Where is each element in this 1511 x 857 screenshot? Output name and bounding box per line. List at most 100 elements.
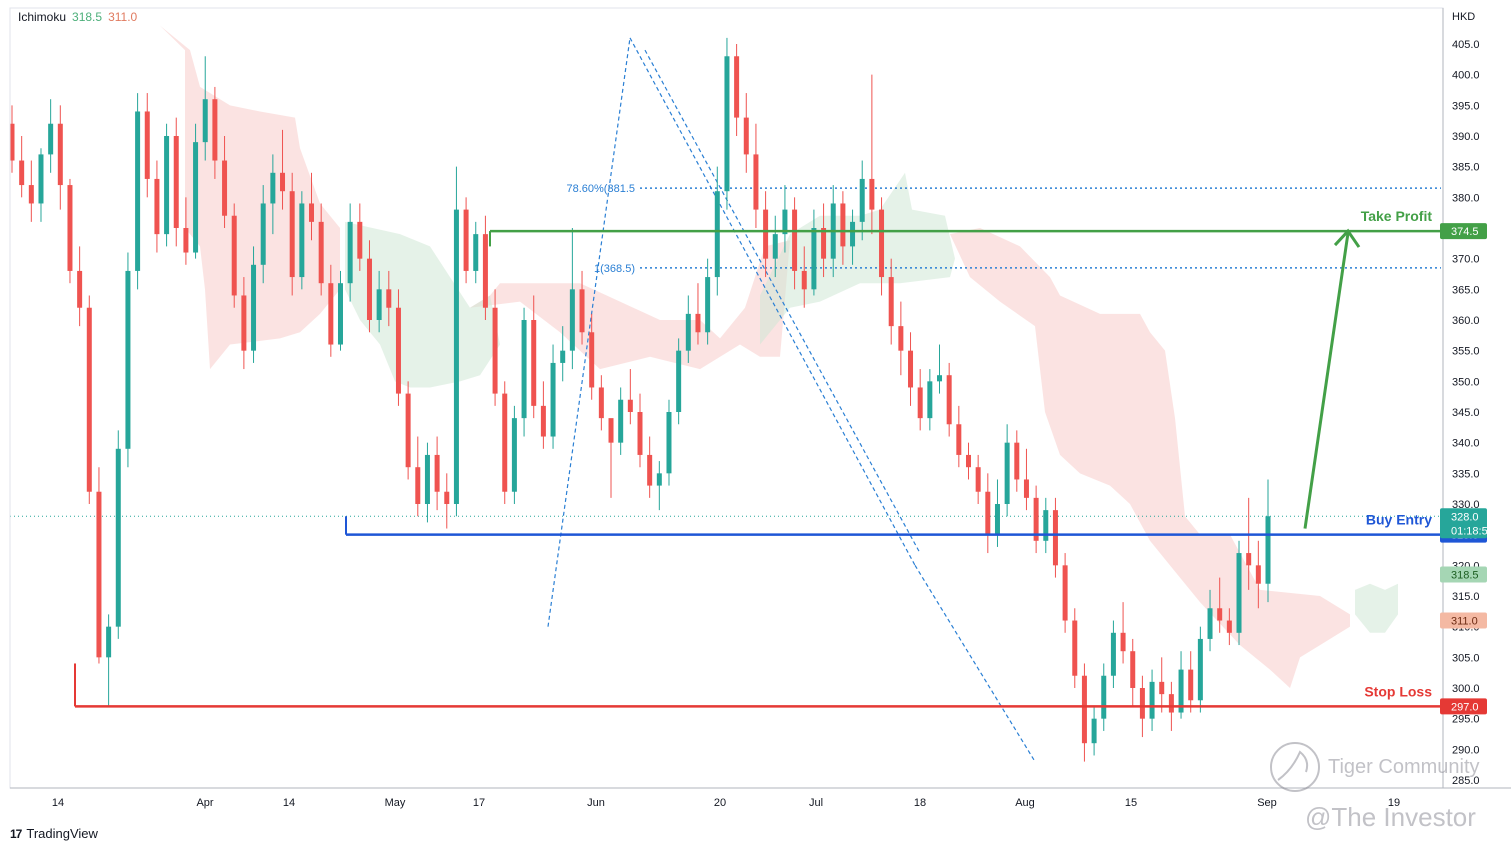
candle-body (743, 117, 749, 155)
candle-body (879, 209, 885, 278)
candle-body (579, 289, 585, 333)
candle (241, 277, 247, 370)
candle-body (299, 203, 305, 278)
arrow-head (1333, 228, 1361, 248)
candle-body (357, 221, 363, 259)
candle-body (424, 454, 430, 504)
candle-body (347, 221, 353, 284)
candle (202, 56, 208, 161)
candle-body (67, 185, 73, 271)
x-tick-label: 14 (283, 797, 295, 809)
candle (1004, 424, 1010, 517)
candle-body (1188, 669, 1194, 701)
candle-body (1130, 651, 1136, 688)
candle (164, 123, 170, 247)
y-tick-label: 395.0 (1452, 100, 1480, 112)
cloud-bullish-3 (1355, 583, 1398, 633)
candle (1072, 608, 1078, 688)
tradingview-logo-icon: 17 (10, 826, 22, 841)
candle-body (869, 178, 875, 210)
y-tick-label: 400.0 (1452, 70, 1480, 82)
indicator-legend[interactable]: Ichimoku 318.5 311.0 (18, 10, 137, 24)
candle (222, 136, 228, 228)
cloud-bearish-2 (470, 240, 790, 370)
candle-body (946, 375, 952, 425)
candle (173, 117, 179, 247)
candle (869, 74, 875, 235)
candle (782, 185, 788, 253)
candle (840, 191, 846, 265)
candle (685, 295, 691, 363)
candle (1255, 540, 1261, 609)
candle (193, 123, 199, 259)
arrow-shaft (1303, 232, 1350, 529)
candle (154, 160, 160, 253)
candle (521, 307, 527, 437)
candle-body (28, 185, 34, 204)
candle (569, 228, 575, 370)
candle-body (115, 448, 121, 627)
candle-body (270, 172, 276, 204)
candle (299, 191, 305, 290)
candle (946, 362, 952, 437)
candle-body (908, 350, 914, 388)
candle-body (550, 362, 556, 437)
candle-body (1081, 675, 1087, 744)
candle-body (154, 178, 160, 235)
y-tick-label: 345.0 (1452, 407, 1480, 419)
ichimoku-badge-1-text: 318.5 (1451, 570, 1479, 582)
x-tick-label: Jul (809, 797, 823, 809)
candle (1130, 638, 1136, 707)
candle-body (183, 228, 189, 253)
candle (560, 326, 566, 382)
candle-body (705, 277, 711, 333)
candle (1217, 577, 1223, 633)
ichimoku-badge-1-bg (1440, 566, 1487, 583)
y-tick-label: 365.0 (1452, 284, 1480, 296)
candle (637, 393, 643, 468)
candle (1062, 553, 1068, 633)
candle-body (540, 405, 546, 437)
y-tick-label: 285.0 (1452, 775, 1480, 787)
tradingview-branding[interactable]: 17 TradingView (10, 826, 98, 841)
candle-body (193, 142, 199, 253)
stop-loss-badge-text: 297.0 (1451, 701, 1479, 713)
candle (212, 86, 218, 179)
candle-body (1139, 688, 1145, 719)
watermark-logo-icon (1270, 742, 1320, 792)
pattern-line-4 (914, 565, 1036, 762)
candle-body (444, 491, 450, 504)
candle (1081, 663, 1087, 762)
x-tick-label: 14 (52, 797, 64, 809)
candle-body (106, 626, 112, 658)
candle-body (859, 178, 865, 222)
candle (850, 209, 856, 265)
candle-body (666, 412, 672, 474)
candle (908, 332, 914, 406)
candle-body (96, 491, 102, 658)
candle-body (627, 399, 633, 412)
candle-body (77, 270, 83, 308)
candle (985, 473, 991, 554)
fib-level-label-1: 78.60%(381.5 (567, 183, 636, 195)
x-tick-label: 20 (714, 797, 726, 809)
candle (734, 44, 740, 136)
candle-body (164, 136, 170, 235)
y-tick-label: 300.0 (1452, 683, 1480, 695)
candle (1236, 540, 1242, 646)
candle-body (637, 412, 643, 455)
candle (48, 99, 54, 173)
candle (77, 246, 83, 327)
candle (473, 221, 479, 284)
candle (821, 203, 827, 278)
candle (859, 160, 865, 241)
candle (251, 246, 257, 363)
candle (1159, 657, 1165, 713)
candle-body (695, 313, 701, 333)
candle-body (560, 350, 566, 363)
y-tick-label: 340.0 (1452, 438, 1480, 450)
candle-body (86, 307, 92, 492)
